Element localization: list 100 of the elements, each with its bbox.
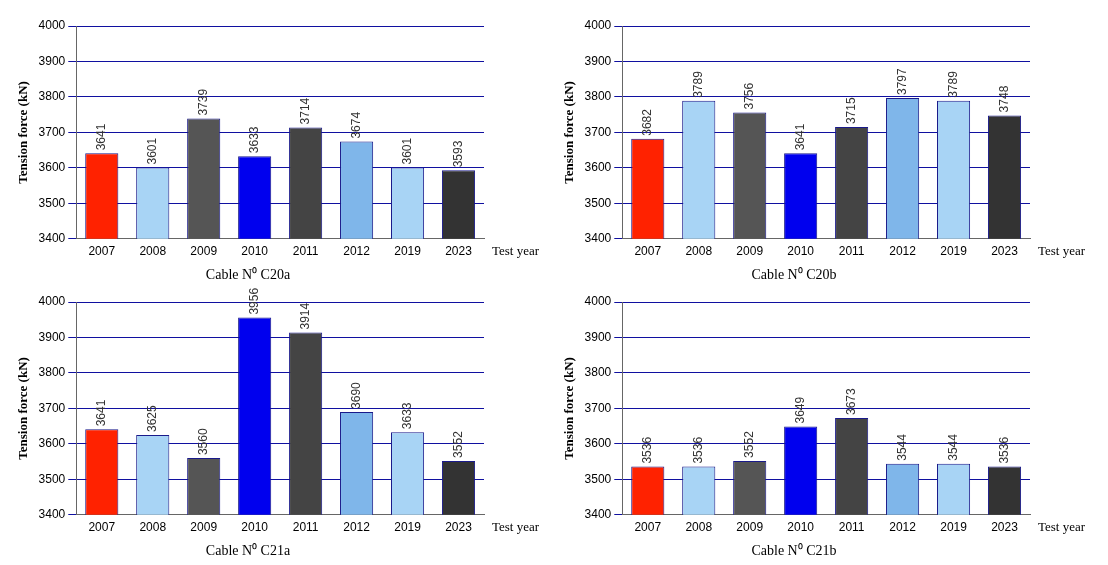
y-tick-label: 3700 bbox=[584, 400, 612, 415]
data-label: 3956 bbox=[246, 287, 261, 315]
y-tick-label: 3800 bbox=[38, 89, 66, 104]
data-label: 3633 bbox=[399, 402, 414, 430]
x-tick-label: 2007 bbox=[88, 520, 116, 535]
y-tick-label: 3700 bbox=[38, 400, 66, 415]
data-label: 3789 bbox=[945, 70, 960, 98]
x-tick-label: 2010 bbox=[241, 520, 269, 535]
data-label: 3674 bbox=[348, 111, 363, 139]
data-label: 3536 bbox=[640, 436, 655, 464]
x-tick-label: 2019 bbox=[940, 520, 968, 535]
y-axis-title: Tension force (kN) bbox=[561, 357, 577, 460]
y-tick-label: 3600 bbox=[584, 160, 612, 175]
x-tick-label: 2023 bbox=[991, 520, 1019, 535]
data-label: 3544 bbox=[894, 433, 909, 461]
x-tick-label: 2008 bbox=[139, 520, 167, 535]
y-axis-title: Tension force (kN) bbox=[15, 357, 31, 460]
y-tick-label: 3600 bbox=[584, 436, 612, 451]
x-tick-label: 2019 bbox=[394, 520, 422, 535]
data-label: 3641 bbox=[94, 399, 109, 427]
x-tick-label: 2007 bbox=[634, 520, 662, 535]
data-label: 3641 bbox=[94, 123, 109, 151]
x-tick-label: 2007 bbox=[88, 244, 116, 259]
x-tick-label: 2009 bbox=[190, 244, 218, 259]
y-tick-label: 4000 bbox=[38, 294, 66, 309]
y-tick-label: 3400 bbox=[38, 231, 66, 246]
data-label: 3625 bbox=[145, 404, 160, 432]
x-axis-title: Test year bbox=[1038, 242, 1086, 258]
data-label: 3714 bbox=[297, 97, 312, 125]
y-tick-label: 3400 bbox=[584, 507, 612, 522]
data-label: 3601 bbox=[399, 137, 414, 165]
y-tick-label: 3700 bbox=[584, 124, 612, 139]
y-tick-label: 3800 bbox=[584, 89, 612, 104]
text: Cable N⁰ C21a bbox=[205, 543, 291, 559]
data-label: 3715 bbox=[843, 97, 858, 125]
y-tick-label: 4000 bbox=[584, 18, 612, 33]
data-label: 3748 bbox=[996, 85, 1011, 113]
y-tick-label: 3900 bbox=[584, 53, 612, 68]
x-tick-label: 2011 bbox=[292, 244, 319, 259]
x-tick-label: 2012 bbox=[889, 520, 917, 535]
x-tick-label: 2010 bbox=[787, 244, 815, 259]
y-tick-label: 3800 bbox=[584, 365, 612, 380]
text: Cable N⁰ C20b bbox=[751, 267, 837, 283]
x-tick-label: 2008 bbox=[685, 244, 713, 259]
y-tick-label: 3500 bbox=[584, 471, 612, 486]
data-label: 3544 bbox=[945, 433, 960, 461]
x-axis-title: Test year bbox=[492, 242, 540, 258]
x-tick-label: 2012 bbox=[343, 520, 371, 535]
x-tick-label: 2012 bbox=[343, 244, 371, 259]
y-axis-title: Tension force (kN) bbox=[561, 81, 577, 184]
x-tick-label: 2010 bbox=[241, 244, 269, 259]
x-axis-title: Test year bbox=[492, 518, 540, 534]
x-tick-label: 2012 bbox=[889, 244, 917, 259]
x-tick-label: 2019 bbox=[394, 244, 422, 259]
y-tick-label: 3600 bbox=[38, 160, 66, 175]
x-tick-label: 2023 bbox=[445, 244, 473, 259]
x-tick-label: 2023 bbox=[991, 244, 1019, 259]
text: Cable N⁰ C20a bbox=[205, 267, 291, 283]
x-tick-label: 2008 bbox=[685, 520, 713, 535]
x-axis-title: Test year bbox=[1038, 518, 1086, 534]
data-label: 3690 bbox=[348, 381, 363, 409]
data-label: 3593 bbox=[450, 140, 465, 168]
y-tick-label: 3400 bbox=[584, 231, 612, 246]
y-tick-label: 4000 bbox=[38, 18, 66, 33]
y-tick-label: 3900 bbox=[584, 329, 612, 344]
x-tick-label: 2009 bbox=[190, 520, 218, 535]
x-tick-label: 2011 bbox=[838, 244, 865, 259]
y-tick-label: 3700 bbox=[38, 124, 66, 139]
data-label: 3914 bbox=[297, 302, 312, 330]
y-tick-label: 3900 bbox=[38, 53, 66, 68]
y-tick-label: 3500 bbox=[584, 195, 612, 210]
y-axis-title: Tension force (kN) bbox=[15, 81, 31, 184]
y-tick-label: 4000 bbox=[584, 294, 612, 309]
y-tick-label: 3800 bbox=[38, 365, 66, 380]
x-tick-label: 2023 bbox=[445, 520, 473, 535]
data-label: 3682 bbox=[640, 108, 655, 136]
data-label: 3552 bbox=[742, 430, 757, 458]
data-label: 3649 bbox=[792, 396, 807, 424]
y-tick-label: 3900 bbox=[38, 329, 66, 344]
data-label: 3797 bbox=[894, 67, 909, 95]
x-tick-label: 2009 bbox=[736, 244, 764, 259]
x-tick-label: 2007 bbox=[634, 244, 662, 259]
data-label: 3633 bbox=[246, 126, 261, 154]
x-tick-label: 2008 bbox=[139, 244, 167, 259]
data-label: 3739 bbox=[196, 88, 211, 116]
y-tick-label: 3600 bbox=[38, 436, 66, 451]
x-tick-label: 2011 bbox=[292, 520, 319, 535]
data-label: 3641 bbox=[792, 123, 807, 151]
data-label: 3552 bbox=[450, 430, 465, 458]
data-label: 3601 bbox=[145, 137, 160, 165]
x-tick-label: 2011 bbox=[838, 520, 865, 535]
y-tick-label: 3500 bbox=[38, 471, 66, 486]
x-tick-label: 2019 bbox=[940, 244, 968, 259]
x-tick-label: 2009 bbox=[736, 520, 764, 535]
y-tick-label: 3500 bbox=[38, 195, 66, 210]
data-label: 3756 bbox=[742, 82, 757, 110]
data-label: 3536 bbox=[691, 436, 706, 464]
data-label: 3536 bbox=[996, 436, 1011, 464]
data-label: 3789 bbox=[691, 70, 706, 98]
y-tick-label: 3400 bbox=[38, 507, 66, 522]
